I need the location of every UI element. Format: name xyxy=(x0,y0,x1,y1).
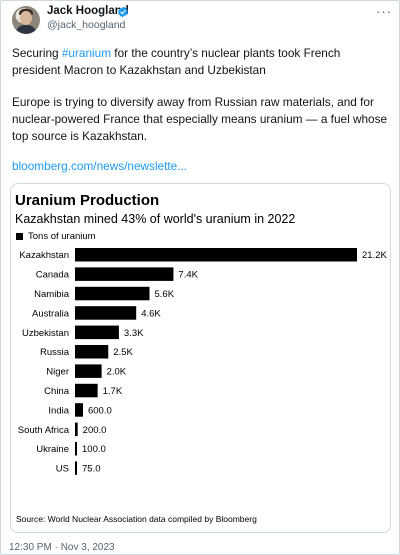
chart-title: Uranium Production xyxy=(15,192,160,209)
value-label-india: 600.0 xyxy=(88,405,112,416)
category-label-india: India xyxy=(48,405,69,416)
bar-us xyxy=(75,461,77,475)
category-label-namibia: Namibia xyxy=(34,289,70,300)
value-label-china: 1.7K xyxy=(103,386,123,397)
more-options-icon[interactable]: ··· xyxy=(376,4,392,19)
category-label-uzbekistan: Uzbekistan xyxy=(22,328,69,339)
author-name[interactable]: Jack Hoogland xyxy=(47,5,129,17)
bar-south-africa xyxy=(75,422,78,437)
category-label-russia: Russia xyxy=(40,347,70,358)
value-label-canada: 7.4K xyxy=(178,270,198,281)
category-label-ukraine: Ukraine xyxy=(36,444,69,455)
verified-badge-icon xyxy=(118,6,128,18)
bar-australia xyxy=(75,306,137,320)
value-label-ukraine: 100.0 xyxy=(82,444,106,455)
value-label-us: 75.0 xyxy=(82,464,101,475)
value-label-kazakhstan: 21.2K xyxy=(362,250,387,261)
chart-subtitle: Kazakhstan mined 43% of world's uranium … xyxy=(15,212,296,226)
bar-china xyxy=(75,383,98,398)
legend-swatch xyxy=(16,233,23,240)
category-label-niger: Niger xyxy=(46,367,69,378)
legend-label: Tons of uranium xyxy=(28,231,96,242)
category-label-canada: Canada xyxy=(36,270,70,281)
tweet-text-paragraph-2: Europe is trying to diversify away from … xyxy=(12,95,388,143)
avatar[interactable] xyxy=(12,6,40,34)
tweet-text-paragraph-1: Securing #uranium for the country’s nucl… xyxy=(12,46,341,77)
category-label-china: China xyxy=(44,386,70,397)
hashtag-link[interactable]: #uranium xyxy=(61,46,112,60)
category-label-australia: Australia xyxy=(32,308,70,319)
article-link[interactable]: bloomberg.com/news/newslette... xyxy=(12,159,188,173)
value-label-south-africa: 200.0 xyxy=(83,425,107,436)
bar-kazakhstan xyxy=(75,248,357,262)
bar-russia xyxy=(75,345,109,359)
bar-india xyxy=(75,403,83,417)
value-label-uzbekistan: 3.3K xyxy=(124,328,144,339)
value-label-australia: 4.6K xyxy=(141,308,161,319)
chart-legend: Tons of uranium xyxy=(16,231,96,242)
bar-uzbekistan xyxy=(75,325,119,340)
value-label-namibia: 5.6K xyxy=(154,289,174,300)
tweet-timestamp[interactable]: 12:30 PM · Nov 3, 2023 xyxy=(9,542,115,553)
value-label-niger: 2.0K xyxy=(107,367,127,378)
category-label-kazakhstan: Kazakhstan xyxy=(19,250,69,261)
bar-canada xyxy=(75,267,174,281)
bar-namibia xyxy=(75,286,150,301)
author-handle[interactable]: @jack_hoogland xyxy=(47,19,126,31)
category-label-us: US xyxy=(56,464,69,475)
value-label-russia: 2.5K xyxy=(113,347,133,358)
bar-niger xyxy=(75,364,102,378)
chart-source: Source: World Nuclear Association data c… xyxy=(16,514,257,524)
bar-chart-svg: Kazakhstan 21.2K Canada 7.4K Namibia 5.6K Aust… xyxy=(18,248,387,475)
chart-image-card[interactable]: Uranium Production Kazakhstan mined 43% … xyxy=(10,183,391,533)
bar-ukraine xyxy=(75,442,77,456)
category-label-south-africa: South Africa xyxy=(18,425,70,436)
